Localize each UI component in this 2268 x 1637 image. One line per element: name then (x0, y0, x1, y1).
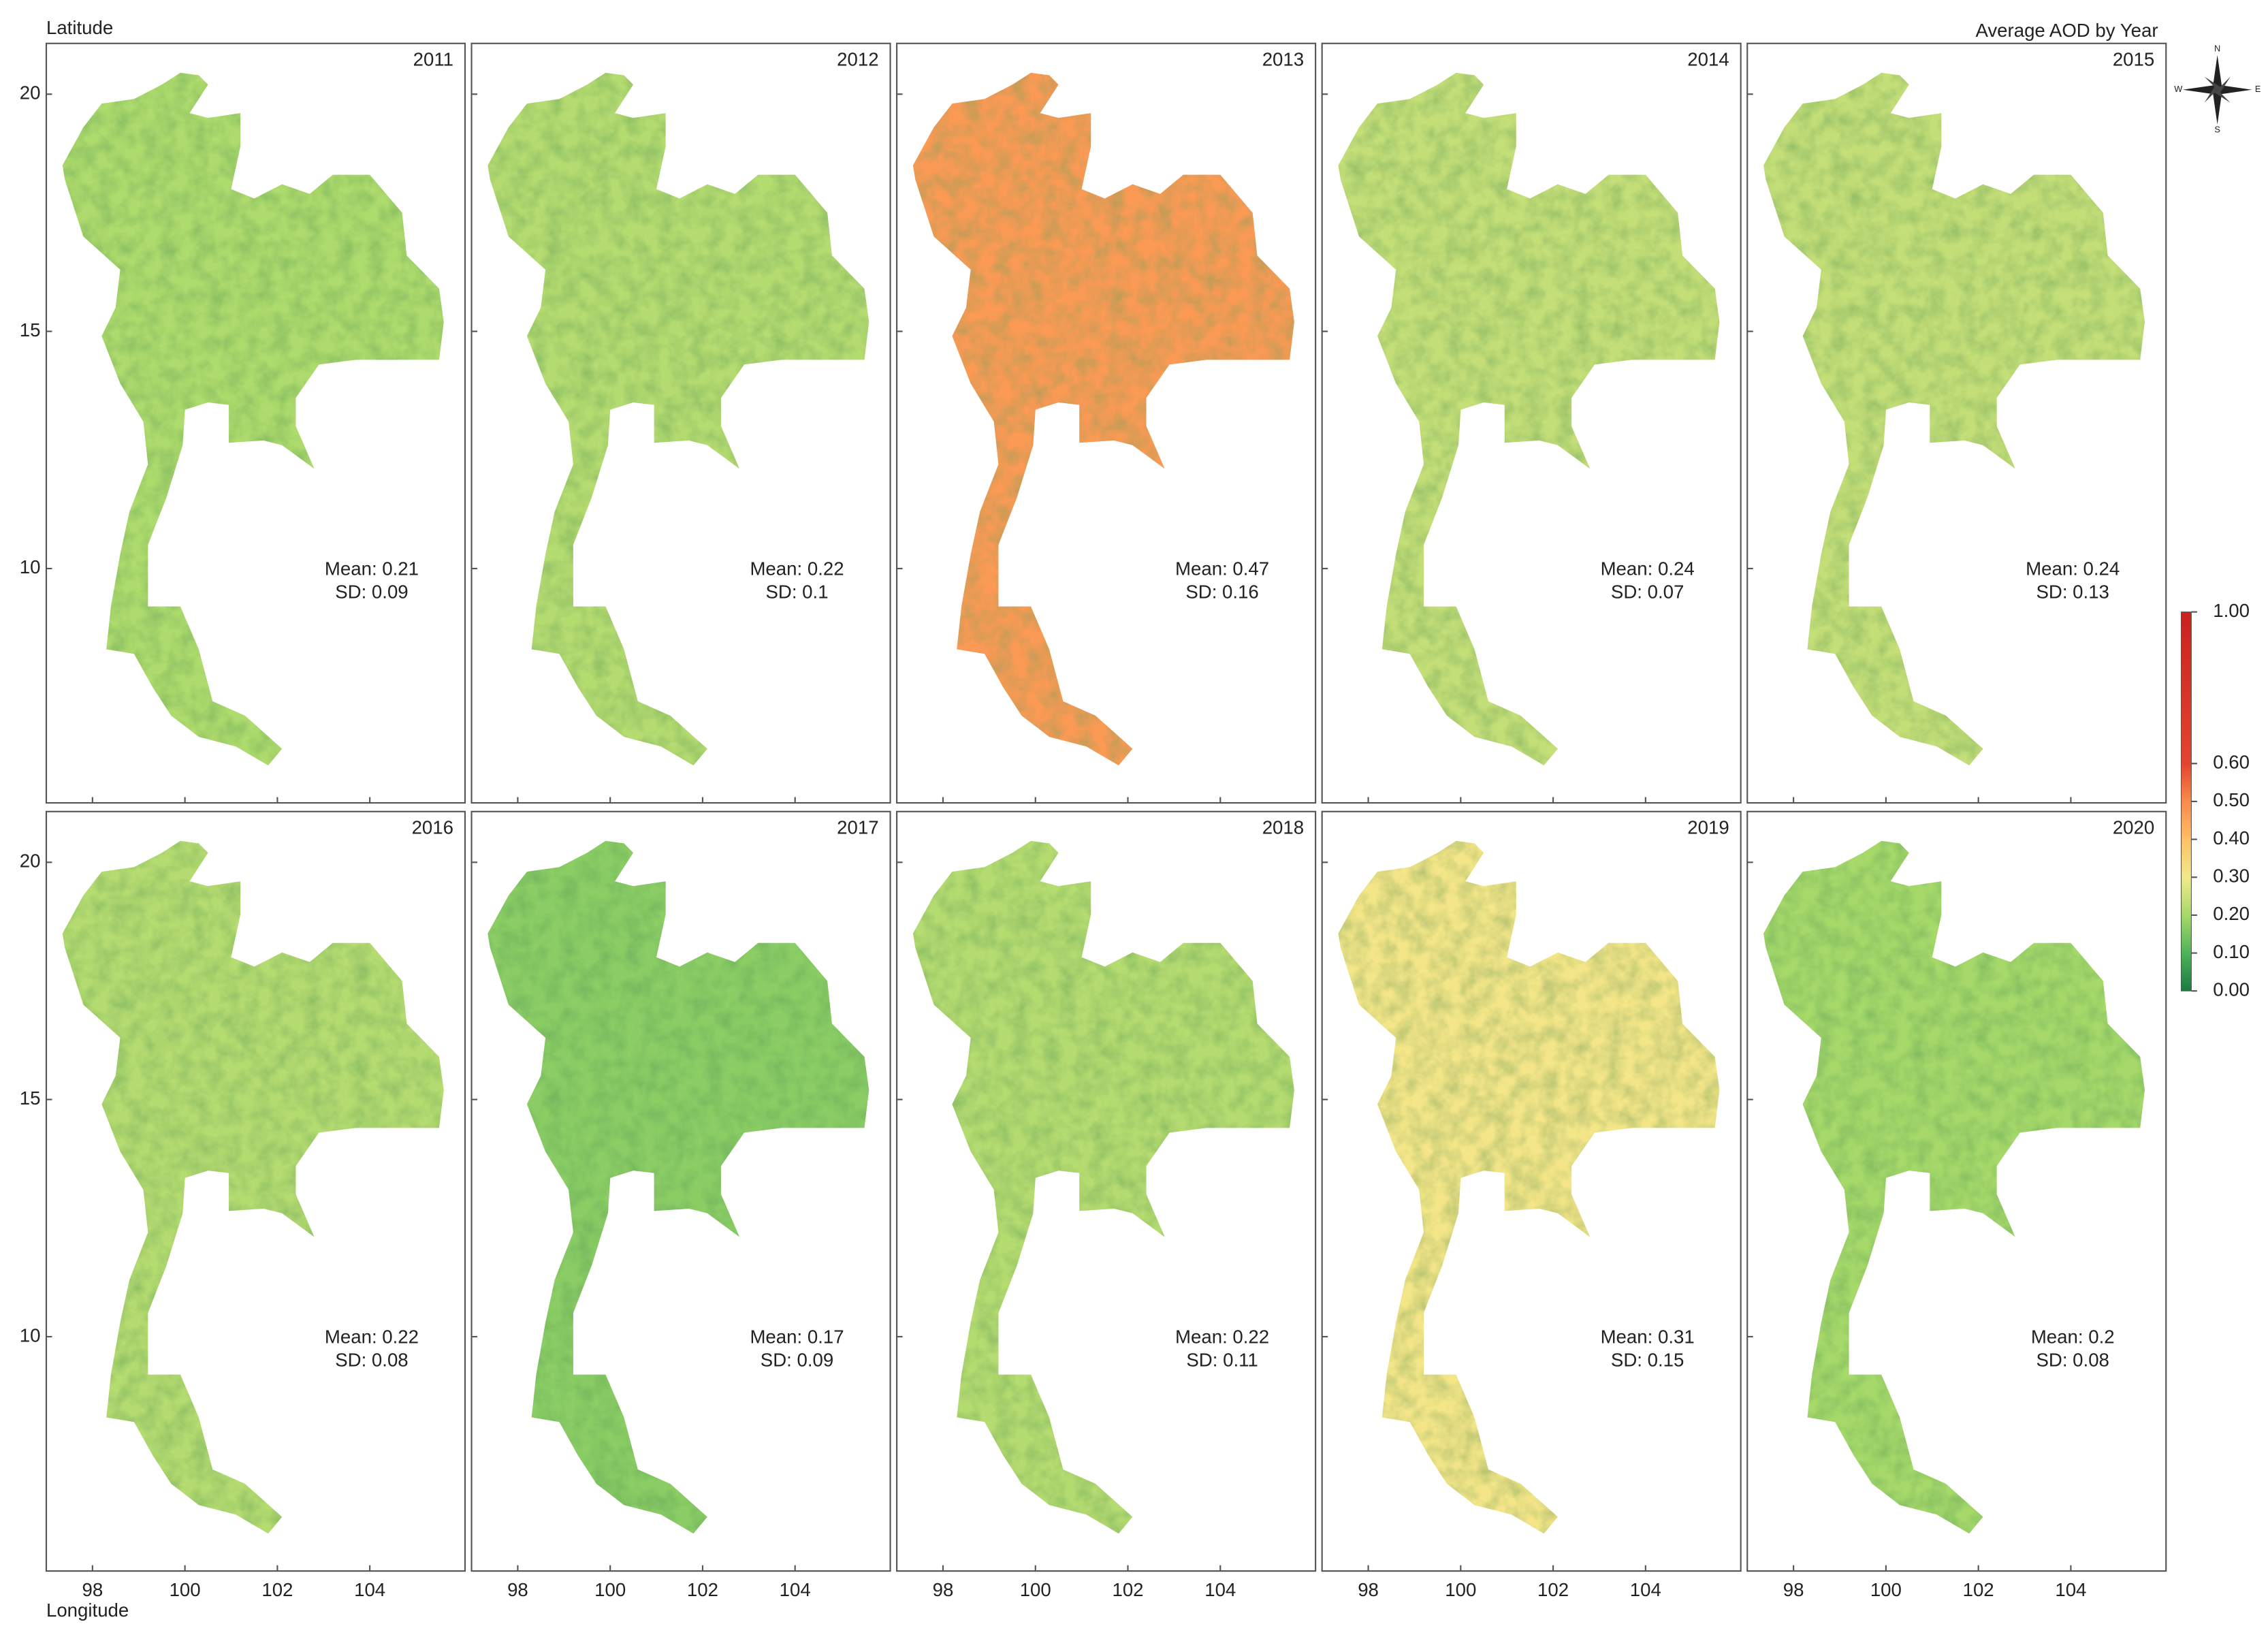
y-tick-label: 15 (20, 1087, 41, 1109)
mean-label: Mean: 0.2 (2031, 1326, 2115, 1347)
colorbar-tick-label: 0.40 (2213, 827, 2250, 848)
sd-label: SD: 0.1 (765, 581, 828, 602)
panel-year: 2012 (837, 49, 878, 70)
panel-frame (45, 42, 466, 804)
panel-year: 2015 (2113, 49, 2154, 70)
colorbar-tick-label: 0.20 (2213, 903, 2250, 924)
colorbar-tick-label: 1.00 (2213, 600, 2250, 621)
mean-label: Mean: 0.17 (750, 1326, 844, 1347)
x-tick-label: 104 (1204, 1579, 1236, 1600)
y-tick-label: 15 (20, 319, 41, 340)
y-tick-label: 10 (20, 1324, 41, 1346)
map-area (912, 840, 1294, 1534)
panel-frame (45, 810, 466, 1572)
panel-year: 2013 (1262, 49, 1304, 70)
panel-frame (1321, 810, 1742, 1572)
colorbar-tick-label: 0.60 (2213, 752, 2250, 773)
panel-year: 2014 (1687, 49, 1729, 70)
y-tick-label: 20 (20, 851, 41, 872)
mean-label: Mean: 0.22 (1175, 1326, 1269, 1347)
mean-label: Mean: 0.24 (1601, 558, 1695, 579)
x-tick-label: 102 (1112, 1579, 1143, 1600)
mean-label: Mean: 0.22 (750, 558, 844, 579)
x-tick-label: 100 (1020, 1579, 1051, 1600)
x-tick-label: 102 (1537, 1579, 1569, 1600)
panel-frame (470, 810, 891, 1572)
panel-year: 2016 (412, 817, 453, 838)
x-tick-label: 102 (261, 1579, 293, 1600)
x-tick-label: 100 (1445, 1579, 1476, 1600)
panel-frame (896, 42, 1317, 804)
x-tick-label: 100 (594, 1579, 626, 1600)
map-area (1338, 72, 1720, 766)
panel-frame (470, 42, 891, 804)
x-tick-label: 102 (687, 1579, 718, 1600)
mean-label: Mean: 0.21 (325, 558, 419, 579)
x-tick-label: 100 (1870, 1579, 1902, 1600)
mean-label: Mean: 0.31 (1601, 1326, 1695, 1347)
x-tick-label: 98 (933, 1579, 954, 1600)
y-tick-label: 20 (20, 82, 41, 104)
panel-frame (1746, 810, 2167, 1572)
y-tick-label: 10 (20, 556, 41, 577)
compass-w: W (2174, 84, 2182, 94)
panel-year: 2019 (1687, 817, 1729, 838)
map-area (488, 840, 869, 1534)
sd-label: SD: 0.08 (335, 1349, 408, 1370)
x-axis-label: Longitude (46, 1600, 129, 1621)
x-tick-label: 98 (82, 1579, 103, 1600)
colorbar-tick-label: 0.00 (2213, 979, 2250, 1000)
sd-label: SD: 0.07 (1611, 581, 1684, 602)
sd-label: SD: 0.13 (2036, 581, 2109, 602)
colorbar-tick-label: 0.10 (2213, 941, 2250, 962)
panel-year: 2017 (837, 817, 878, 838)
map-area (1763, 72, 2145, 766)
figure-title: Average AOD by Year (1975, 20, 2158, 41)
y-axis-label: Latitude (46, 17, 113, 38)
compass-s: S (2214, 125, 2220, 135)
mean-label: Mean: 0.47 (1175, 558, 1269, 579)
panel-frame (1321, 42, 1742, 804)
map-area (912, 72, 1294, 766)
colorbar-tick-label: 0.50 (2213, 789, 2250, 810)
map-area (1763, 840, 2145, 1534)
colorbar (2181, 611, 2192, 991)
sd-label: SD: 0.09 (761, 1349, 833, 1370)
panel-year: 2011 (413, 49, 453, 70)
x-tick-label: 104 (354, 1579, 385, 1600)
x-tick-label: 98 (507, 1579, 528, 1600)
compass: N E S W (2174, 44, 2261, 135)
map-area (1338, 840, 1720, 1534)
panel-year: 2020 (2113, 817, 2154, 838)
mean-label: Mean: 0.24 (2026, 558, 2120, 579)
sd-label: SD: 0.15 (1611, 1349, 1684, 1370)
x-tick-label: 104 (1630, 1579, 1661, 1600)
sd-label: SD: 0.09 (335, 581, 408, 602)
x-tick-label: 98 (1783, 1579, 1804, 1600)
x-tick-label: 100 (170, 1579, 201, 1600)
panel-frame (1746, 42, 2167, 804)
map-area (62, 840, 444, 1534)
sd-label: SD: 0.16 (1185, 581, 1258, 602)
x-tick-label: 104 (780, 1579, 811, 1600)
x-tick-label: 102 (1963, 1579, 1994, 1600)
compass-e: E (2255, 84, 2261, 94)
panel-frame (896, 810, 1317, 1572)
colorbar-tick-label: 0.30 (2213, 865, 2250, 887)
compass-n: N (2214, 44, 2220, 54)
x-tick-label: 104 (2055, 1579, 2086, 1600)
panel-year: 2018 (1262, 817, 1304, 838)
sd-label: SD: 0.11 (1186, 1349, 1258, 1370)
sd-label: SD: 0.08 (2036, 1349, 2109, 1370)
map-area (488, 72, 869, 766)
map-area (62, 72, 444, 766)
mean-label: Mean: 0.22 (325, 1326, 419, 1347)
x-tick-label: 98 (1358, 1579, 1379, 1600)
